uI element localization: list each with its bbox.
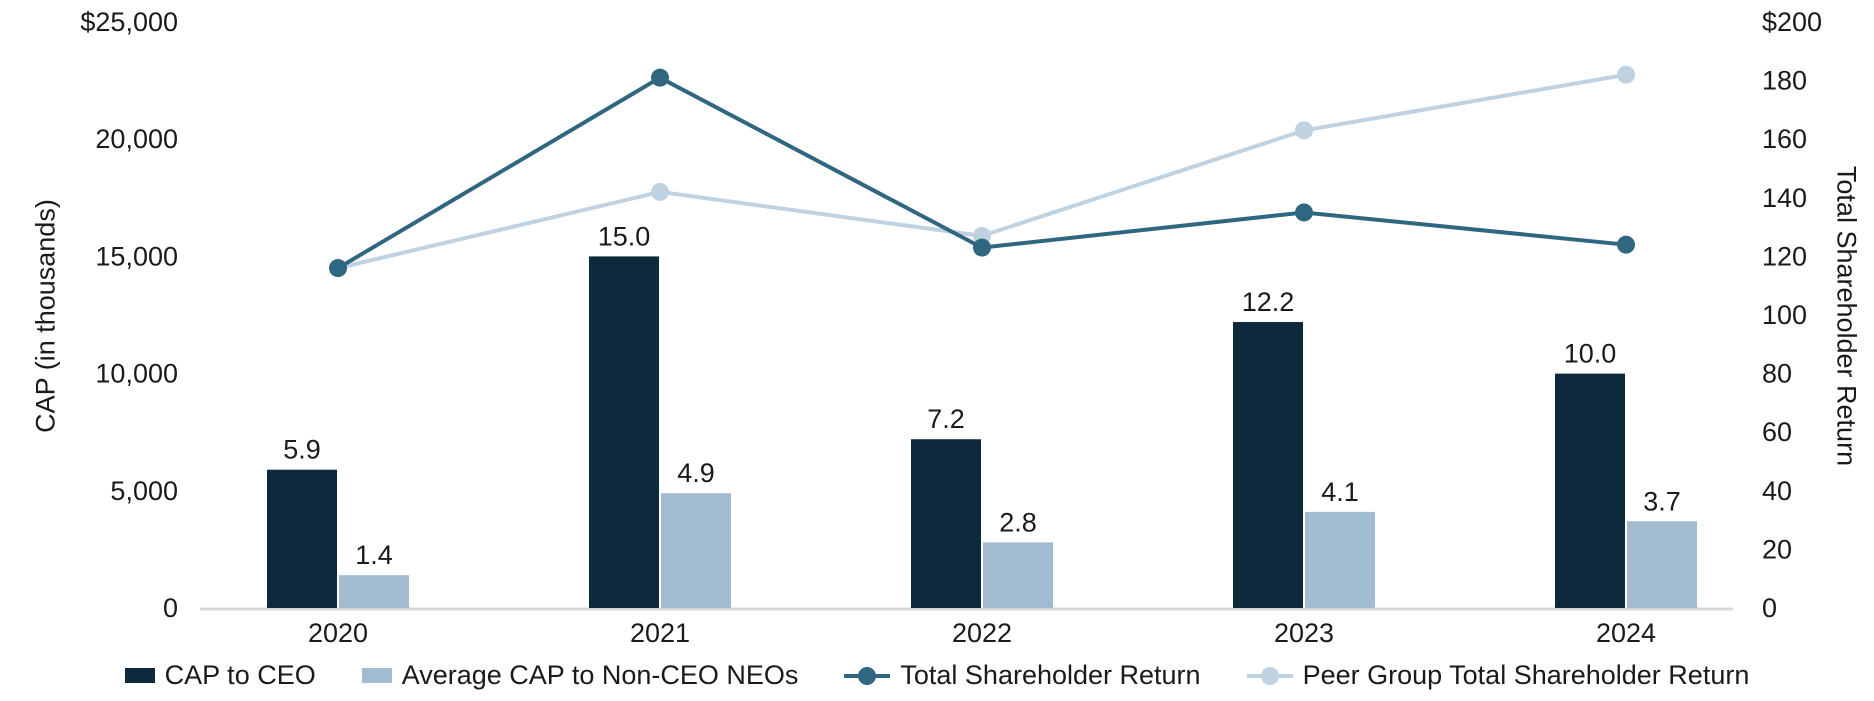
line-marker-icon [1295,121,1313,140]
bar-value-label: 7.2 [927,404,965,434]
bar-value-label: 4.1 [1321,477,1359,507]
bar-value-label: 4.9 [677,458,715,488]
right-axis-tick-label: 160 [1762,124,1807,154]
right-axis-tick-label: 140 [1762,183,1807,213]
left-axis-tick-label: 15,000 [95,241,178,271]
line-marker-icon [651,182,669,201]
bar-value-label: 15.0 [598,221,651,251]
line-marker-icon [1617,235,1635,254]
right-axis-tick-label: $200 [1762,7,1822,37]
right-axis-tick-label: 40 [1762,476,1792,506]
right-axis-tick-label: 180 [1762,66,1807,96]
legend: CAP to CEO Average CAP to Non-CEO NEOs Tot… [0,660,1874,691]
bar-value-label: 2.8 [999,507,1037,537]
bar [983,542,1053,608]
left-axis-tick-label: $25,000 [80,7,178,37]
bar [1555,373,1625,608]
bar [1305,511,1375,608]
right-axis-tick-label: 80 [1762,359,1792,389]
bar-value-label: 3.7 [1643,486,1681,516]
line-marker-icon [1295,203,1313,222]
legend-line-marker-icon [1246,666,1293,685]
x-axis-category-label: 2022 [952,618,1012,648]
x-axis-category-label: 2021 [630,618,690,648]
right-axis-tick-label: 120 [1762,241,1807,271]
bar-value-label: 1.4 [355,540,393,570]
bar [1233,322,1303,608]
legend-label: CAP to CEO [164,660,316,690]
legend-item: Average CAP to Non-CEO NEOs [361,660,799,691]
legend-swatch-icon [124,668,155,683]
bar [1627,521,1697,608]
legend-swatch-icon [361,668,392,683]
x-axis-category-label: 2023 [1274,618,1334,648]
right-axis-tick-label: 0 [1762,593,1777,623]
legend-label: Total Shareholder Return [900,660,1201,690]
bar [267,469,337,608]
bar [589,256,659,608]
legend-item: Total Shareholder Return [844,660,1201,691]
bar [339,575,409,608]
left-axis-tick-label: 5,000 [110,476,178,506]
left-axis-tick-label: 10,000 [95,359,178,389]
right-axis-tick-label: 20 [1762,534,1792,564]
left-axis-tick-label: 20,000 [95,124,178,154]
x-axis-category-label: 2024 [1596,618,1656,648]
legend-label: Average CAP to Non-CEO NEOs [401,660,799,690]
right-axis-tick-label: 60 [1762,417,1792,447]
line-marker-icon [329,259,347,278]
legend-item: Peer Group Total Shareholder Return [1246,660,1750,691]
legend-line-marker-icon [844,666,891,685]
legend-label: Peer Group Total Shareholder Return [1302,660,1750,690]
line-marker-icon [1617,65,1635,84]
legend-item: CAP to CEO [124,660,316,691]
line-marker-icon [651,68,669,87]
left-axis-tick-label: 0 [163,593,178,623]
right-axis-tick-label: 100 [1762,300,1807,330]
right-axis-title: Total Shareholder Return [1831,165,1862,467]
bar-value-label: 12.2 [1242,287,1295,317]
legend-dot-icon [858,666,877,685]
legend-dot-icon [1260,666,1279,685]
left-axis-title: CAP (in thousands) [30,199,61,433]
bar-value-label: 5.9 [283,435,321,465]
bar [661,493,731,608]
bar-value-label: 10.0 [1564,339,1617,369]
line-marker-icon [973,238,991,257]
bar [911,439,981,608]
x-axis-category-label: 2020 [308,618,368,648]
